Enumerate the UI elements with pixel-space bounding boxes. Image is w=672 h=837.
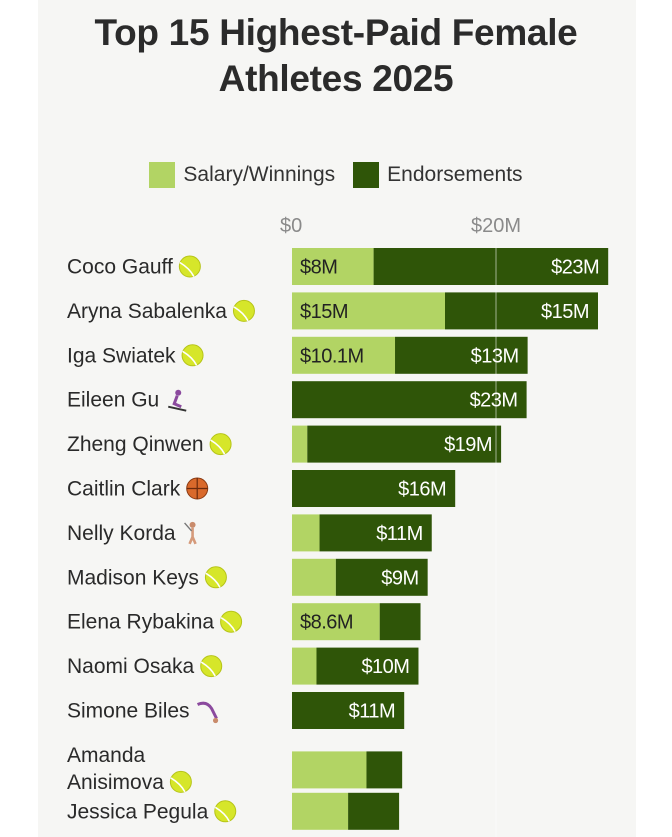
chart-title: Top 15 Highest-Paid Female Athletes 2025: [0, 10, 672, 102]
athlete-name: Zheng Qinwen: [67, 433, 204, 456]
skier-skis: [168, 405, 187, 412]
data-label-endorsements: $23M: [551, 257, 599, 279]
bar-endorsements: [292, 470, 456, 507]
data-label-salary: $10.1M: [300, 345, 364, 367]
bar-endorsements: [335, 558, 428, 596]
athlete-name: Simone Biles: [67, 700, 190, 723]
legend-label-salary: Salary/Winnings: [183, 163, 336, 186]
data-label-endorsements: $11M: [376, 523, 423, 545]
bar-endorsements: [366, 751, 403, 789]
bar-endorsements: [373, 248, 609, 285]
athlete-name: Coco Gauff: [67, 256, 173, 279]
chart-title-line-2: Athletes 2025: [218, 58, 454, 99]
athlete-name: Aryna Sabalenka: [67, 300, 227, 323]
data-label-endorsements: $23M: [470, 390, 518, 412]
bar-endorsements: [319, 514, 432, 552]
bar-salary: [292, 751, 367, 789]
bar-salary: [292, 248, 374, 285]
tennis-ball-seam: [214, 806, 230, 822]
golfer-club: [184, 522, 193, 532]
gymnast-head: [212, 717, 219, 724]
tennis-ball-icon: [209, 433, 232, 456]
skier-icon: [175, 389, 182, 396]
bar-salary: [292, 647, 317, 685]
bar-endorsements: [379, 603, 421, 641]
data-label-endorsements: $16M: [398, 479, 446, 501]
bar-endorsements: [292, 381, 527, 419]
x-tick-label: $20M: [471, 215, 521, 237]
chart-legend: Salary/Winnings Endorsements: [0, 160, 672, 190]
data-label-endorsements: $9M: [381, 567, 418, 589]
legend-label-endorsements: Endorsements: [387, 163, 523, 186]
tennis-ball-seam: [170, 777, 186, 793]
tennis-ball-seam: [233, 306, 249, 322]
athlete-name: Iga Swiatek: [67, 344, 176, 367]
skier-body: [172, 395, 182, 409]
athlete-name: Caitlin Clark: [67, 478, 181, 501]
bar-endorsements: [395, 336, 528, 374]
bar-endorsements: [348, 792, 400, 830]
athlete-name: Nelly Korda: [67, 522, 176, 545]
bar-endorsements: [307, 425, 502, 463]
legend-swatch-salary: [149, 162, 176, 188]
data-label-endorsements: $19M: [444, 434, 492, 456]
bar-endorsements: [316, 647, 419, 685]
tennis-ball-icon: [169, 770, 192, 793]
athlete-name: Eileen Gu: [67, 389, 159, 412]
tennis-ball-icon: [220, 610, 243, 633]
data-label-endorsements: $13M: [471, 345, 519, 367]
tennis-ball-seam: [200, 661, 216, 677]
data-label-salary: $15M: [300, 301, 348, 323]
tennis-ball-icon: [214, 800, 237, 823]
athlete-name-line-2: Anisimova: [67, 771, 164, 794]
bar-salary: [292, 292, 445, 330]
legend-item-endorsements: Endorsements: [353, 162, 523, 188]
legend-item-salary: Salary/Winnings: [149, 162, 335, 188]
tennis-ball-icon: [200, 655, 223, 678]
x-tick-label: $0: [280, 215, 302, 237]
data-label-endorsements: $11M: [349, 701, 396, 723]
bar-salary: [292, 603, 380, 641]
golfer-icon: [189, 521, 196, 528]
basketball-seams: [186, 478, 208, 499]
chart-title-line-1: Top 15 Highest-Paid Female: [94, 12, 578, 53]
tennis-ball-seam: [205, 572, 221, 588]
tennis-ball-icon: [178, 255, 201, 278]
athlete-name: Madison Keys: [67, 566, 199, 589]
athlete-name: Naomi Osaka: [67, 655, 195, 678]
golfer-body: [188, 527, 197, 545]
bar-salary: [292, 792, 349, 830]
athlete-name: Jessica Pegula: [67, 800, 209, 823]
bar-salary: [292, 425, 308, 463]
bar-salary: [292, 558, 336, 596]
athlete-name-line-1: Amanda: [67, 744, 146, 767]
legend-swatch-endorsements: [353, 162, 380, 188]
bar-salary: [292, 514, 320, 552]
bar-salary: [292, 336, 396, 374]
tennis-ball-seam: [210, 439, 226, 455]
tennis-ball-icon: [181, 344, 204, 367]
data-label-endorsements: $10M: [361, 656, 409, 678]
tennis-ball-icon: [232, 299, 255, 322]
gymnast-icon: [196, 701, 218, 720]
data-label-salary: $8.6M: [300, 612, 353, 634]
data-label-endorsements: $15M: [541, 301, 589, 323]
tennis-ball-seam: [220, 617, 236, 633]
data-label-salary: $8M: [300, 257, 337, 279]
bar-endorsements: [292, 692, 405, 729]
tennis-ball-seam: [179, 261, 195, 277]
tennis-ball-seam: [182, 350, 198, 366]
bar-endorsements: [445, 292, 598, 330]
tennis-ball-icon: [204, 566, 227, 589]
athlete-name: Elena Rybakina: [67, 611, 214, 634]
